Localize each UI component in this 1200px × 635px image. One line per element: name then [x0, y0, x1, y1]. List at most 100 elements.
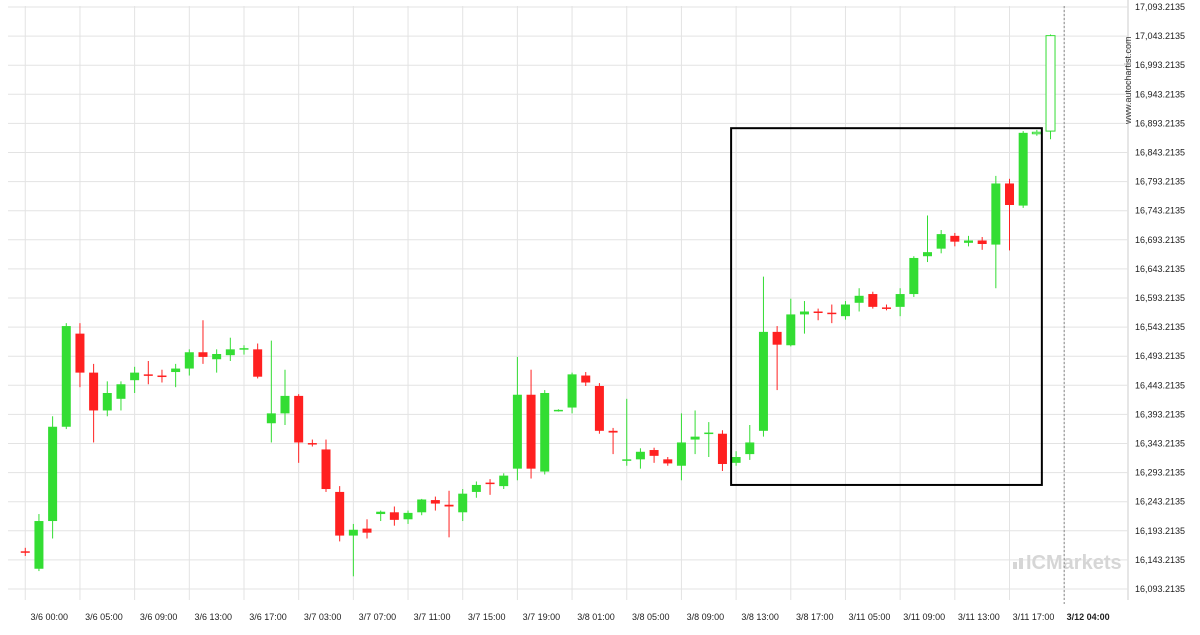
candle-body — [526, 394, 536, 469]
x-tick-label: 3/11 17:00 — [1013, 612, 1055, 622]
candle-body — [635, 451, 645, 460]
candle — [335, 486, 345, 542]
candle-body — [102, 392, 112, 411]
candle-body — [89, 372, 99, 411]
y-tick-label: 16,943.2135 — [1135, 89, 1185, 99]
candle — [512, 356, 522, 481]
candle — [950, 232, 960, 247]
candle-body — [799, 311, 809, 315]
candle-body — [48, 426, 58, 522]
x-tick-label: 3/6 13:00 — [195, 612, 233, 622]
pattern-overlay — [730, 6, 1065, 604]
x-tick-label: 3/11 13:00 — [958, 612, 1000, 622]
candle-body — [225, 349, 235, 356]
x-tick-label: 3/7 19:00 — [523, 612, 561, 622]
candle — [1018, 131, 1028, 208]
candle — [581, 372, 591, 387]
candle — [540, 390, 550, 475]
candle-body — [854, 295, 864, 303]
candle — [20, 547, 30, 556]
candle — [294, 394, 304, 463]
candle-body — [430, 500, 440, 504]
y-tick-label: 17,093.2135 — [1135, 2, 1185, 12]
x-tick-label: 3/6 05:00 — [85, 612, 123, 622]
candle-body — [143, 374, 153, 376]
candle — [458, 489, 468, 522]
candle-body — [1031, 131, 1042, 135]
logo-icon — [1013, 558, 1023, 569]
candle — [881, 304, 891, 311]
candle-body — [881, 307, 891, 309]
candle-body — [964, 240, 973, 243]
candle — [717, 430, 727, 471]
candle — [526, 369, 536, 479]
candle-body — [813, 311, 823, 314]
candle-body — [936, 234, 946, 249]
candle-body — [20, 551, 30, 553]
candle — [1045, 34, 1056, 140]
candle — [977, 237, 987, 250]
candle-body — [977, 240, 987, 244]
y-tick-label: 16,843.2135 — [1135, 148, 1185, 158]
candle-body — [335, 491, 345, 536]
y-tick-label: 16,893.2135 — [1135, 118, 1185, 128]
logo-text: ICMarkets — [1026, 552, 1122, 574]
y-tick-label: 16,693.2135 — [1135, 235, 1185, 245]
candle-body — [1005, 183, 1015, 206]
candle — [567, 372, 577, 414]
y-tick-label: 17,043.2135 — [1135, 31, 1185, 41]
candle — [786, 298, 796, 347]
candle-body — [198, 352, 208, 357]
candle-body — [280, 395, 290, 414]
candle-body — [417, 499, 427, 513]
candle-body — [567, 374, 577, 408]
candle — [964, 235, 973, 247]
candle-body — [471, 484, 481, 492]
x-axis-ticks: 3/6 00:00 3/6 05:00 3/6 09:00 3/6 13:00 3/6 … — [30, 612, 1109, 622]
x-tick-label: 3/6 09:00 — [140, 612, 178, 622]
y-tick-label: 16,993.2135 — [1135, 60, 1185, 70]
candle — [143, 360, 153, 385]
candle — [799, 301, 809, 334]
candle — [895, 288, 905, 317]
candle — [485, 479, 495, 495]
candle-body — [622, 459, 632, 461]
candle — [225, 337, 235, 361]
x-tick-label: 3/6 17:00 — [249, 612, 287, 622]
candle-body — [485, 482, 495, 485]
candle — [266, 340, 276, 443]
candle-body — [61, 326, 71, 427]
candle-body — [690, 436, 700, 440]
y-tick-label: 16,493.2135 — [1135, 351, 1185, 361]
candle — [471, 481, 481, 498]
candle-body — [758, 331, 768, 431]
candle — [389, 506, 399, 526]
candle — [48, 416, 58, 539]
candle — [854, 288, 864, 312]
candle-body — [362, 528, 372, 533]
candle-body — [1045, 35, 1056, 132]
x-tick-label: 3/8 01:00 — [577, 612, 615, 622]
candle-body — [704, 432, 714, 435]
y-tick-label: 16,093.2135 — [1135, 584, 1185, 594]
candle-body — [840, 304, 850, 317]
candle — [991, 175, 1001, 289]
candle — [499, 473, 509, 490]
y-tick-label: 16,343.2135 — [1135, 439, 1185, 449]
candle — [321, 439, 331, 492]
x-tick-label: 3/11 05:00 — [849, 612, 891, 622]
candle-body — [991, 183, 1001, 245]
candle-body — [553, 409, 563, 412]
candle-body — [731, 457, 741, 463]
candle-body — [745, 442, 755, 455]
candle — [922, 215, 932, 263]
candle — [307, 439, 317, 447]
candle — [704, 422, 714, 458]
candle-body — [950, 235, 960, 242]
y-tick-label: 16,793.2135 — [1135, 177, 1185, 187]
candle-body — [895, 294, 905, 307]
candle-body — [307, 443, 317, 445]
candle-body — [266, 413, 276, 424]
candle-body — [444, 504, 454, 507]
